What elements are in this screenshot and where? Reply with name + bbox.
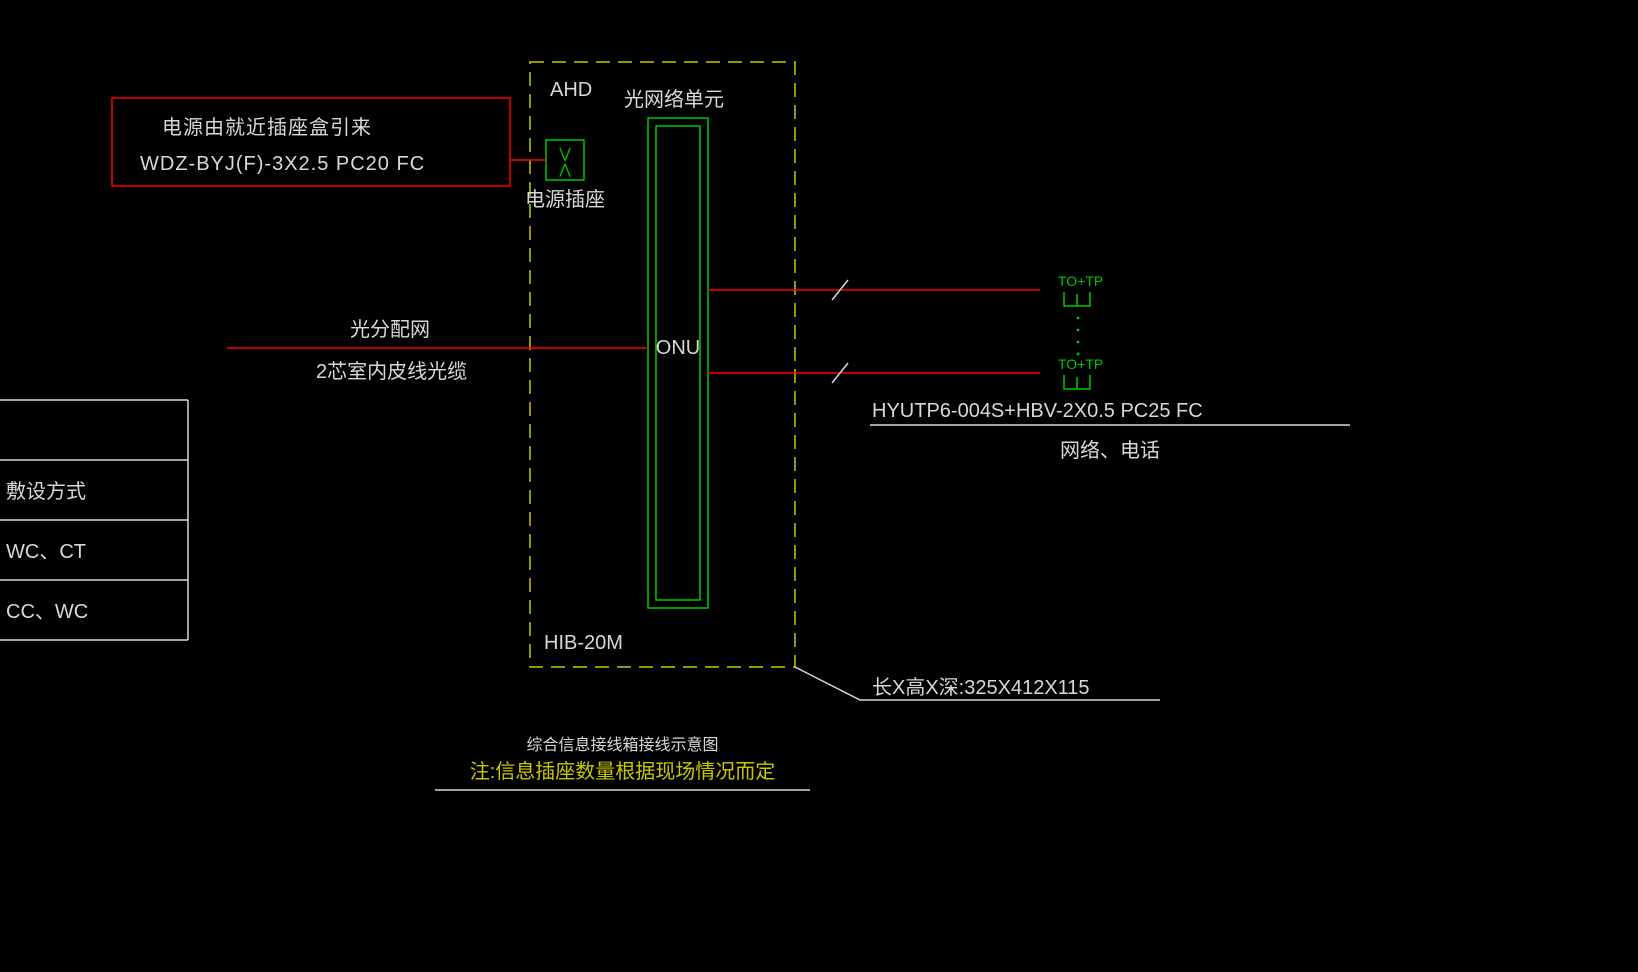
cable-label: HYUTP6-004S+HBV-2X0.5 PC25 FC — [872, 400, 1203, 422]
side-table-row-2: WC、CT — [6, 541, 86, 563]
output-port-label-0: TO+TP — [1058, 273, 1103, 289]
dim-text: 长X高X深:325X412X115 — [872, 676, 1090, 699]
output-dots — [1077, 329, 1080, 332]
output-dots — [1077, 317, 1080, 320]
fiber-in-label2: 2芯室内皮线光缆 — [316, 360, 467, 383]
fiber-in-label1: 光分配网 — [350, 318, 430, 341]
socket-glyph-bot: ⋀ — [558, 161, 571, 177]
power-line1: 电源由就近插座盒引来 — [162, 116, 372, 139]
enclosure-label-top: AHD — [550, 79, 592, 101]
diagram-note: 注:信息插座数量根据现场情况而定 — [470, 760, 776, 783]
side-table-row-3: CC、WC — [6, 601, 88, 623]
enclosure-label-bottom: HIB-20M — [544, 632, 623, 654]
output-dots — [1077, 341, 1080, 344]
onu-text: ONU — [656, 337, 700, 359]
socket-glyph-top: ⋁ — [558, 145, 571, 161]
onu-outer — [648, 118, 708, 608]
onu-inner — [656, 126, 700, 600]
onu-title: 光网络单元 — [624, 88, 724, 111]
socket-label: 电源插座 — [525, 188, 605, 211]
side-table-row-1: 敷设方式 — [6, 480, 86, 503]
diagram-title: 综合信息接线箱接线示意图 — [526, 735, 718, 754]
service-label: 网络、电话 — [1060, 439, 1160, 462]
output-dots — [1077, 353, 1080, 356]
power-line2: WDZ-BYJ(F)-3X2.5 PC20 FC — [140, 153, 425, 175]
output-port-label-1: TO+TP — [1058, 356, 1103, 372]
